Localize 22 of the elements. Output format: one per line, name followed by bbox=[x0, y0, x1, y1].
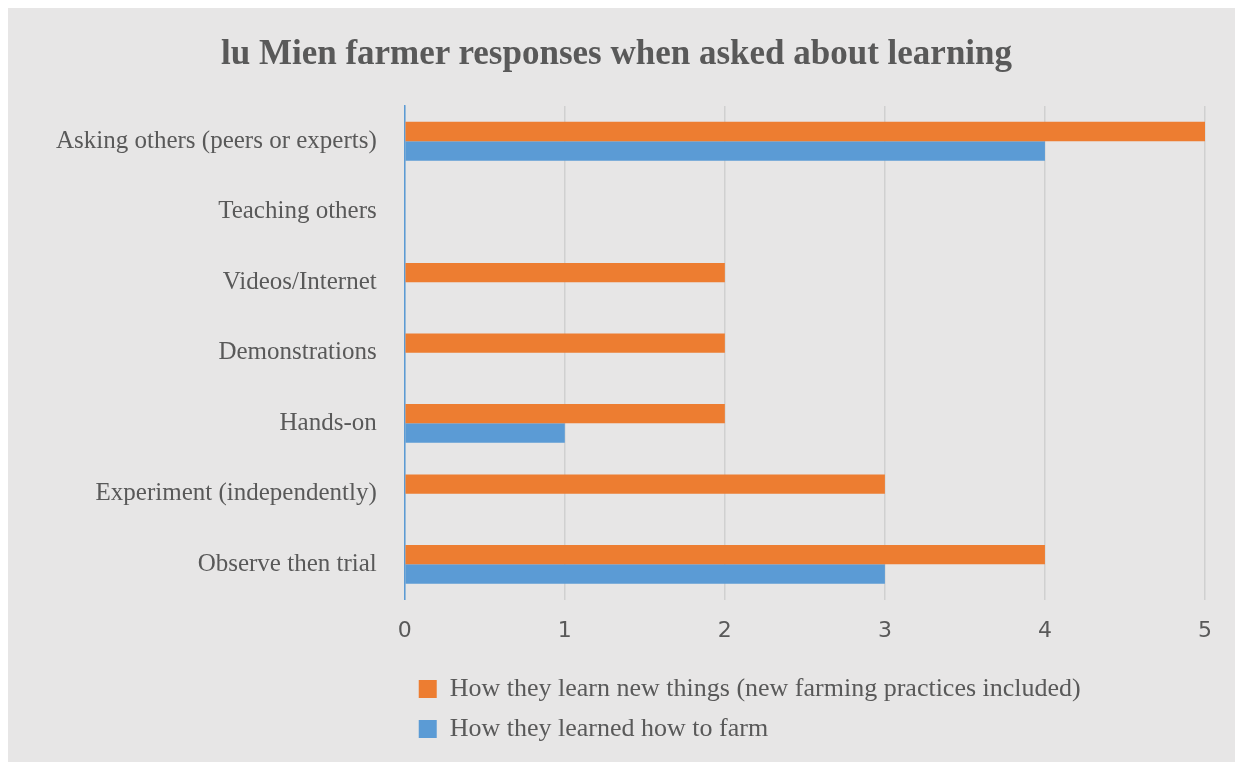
y-tick-label: Teaching others bbox=[218, 196, 377, 224]
x-tick-label: 1 bbox=[557, 616, 572, 642]
bar bbox=[405, 121, 1205, 142]
y-tick-label: Experiment (independently) bbox=[95, 478, 377, 507]
bar bbox=[405, 474, 885, 494]
bar bbox=[405, 544, 1045, 565]
bar bbox=[405, 262, 725, 283]
y-tick-label: Videos/Internet bbox=[222, 266, 377, 294]
x-tick-label: 5 bbox=[1198, 616, 1212, 642]
bar bbox=[405, 403, 725, 424]
x-tick-label: 0 bbox=[397, 616, 412, 642]
y-tick-label: Demonstrations bbox=[218, 337, 377, 365]
y-tick-label: Observe then trial bbox=[197, 548, 377, 576]
legend-label: How they learn new things (new farming practices included) bbox=[449, 672, 1081, 702]
x-tick-label: 2 bbox=[717, 616, 732, 642]
y-tick-label: Hands-on bbox=[279, 407, 378, 435]
bar bbox=[405, 333, 725, 353]
legend-label: How they learned how to farm bbox=[449, 712, 769, 742]
x-tick-label: 4 bbox=[1037, 616, 1052, 642]
chart-title: lu Mien farmer responses when asked about learning bbox=[220, 33, 1013, 73]
y-tick-label: Asking others (peers or experts) bbox=[55, 125, 377, 154]
x-tick-label: 3 bbox=[877, 616, 892, 642]
